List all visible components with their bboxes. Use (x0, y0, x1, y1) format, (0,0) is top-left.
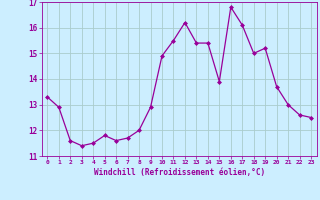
X-axis label: Windchill (Refroidissement éolien,°C): Windchill (Refroidissement éolien,°C) (94, 168, 265, 177)
